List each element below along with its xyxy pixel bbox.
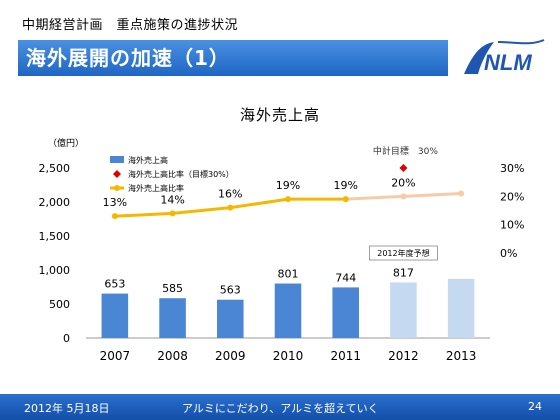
y-tick-label: 1,500 [39, 230, 71, 243]
y2-tick-label: 0% [500, 247, 517, 260]
bar-2011 [332, 287, 359, 338]
y-tick-label: 2,500 [39, 162, 71, 175]
ratio-value-label: 19% [333, 179, 357, 192]
page-title-banner: 海外展開の加速（1） [18, 40, 448, 76]
page-number: 24 [528, 400, 542, 413]
x-tick-label: 2011 [330, 349, 361, 363]
y-tick-label: 2,000 [39, 196, 71, 209]
bar-value-label: 817 [393, 266, 414, 279]
legend-swatch-target [113, 170, 121, 178]
x-tick-label: 2009 [215, 349, 246, 363]
bar-2009 [217, 299, 244, 338]
bar-value-label: 744 [335, 271, 356, 284]
bar-2008 [159, 298, 186, 338]
ratio-point-2013 [458, 190, 465, 197]
legend-label-bar: 海外売上高 [128, 155, 168, 165]
y-tick-label: 500 [49, 298, 70, 311]
bar-value-label: 653 [104, 278, 125, 291]
ratio-value-label: 19% [276, 179, 300, 192]
ratio-point-2007 [111, 213, 118, 220]
page-title: 海外展開の加速（1） [26, 46, 230, 70]
footer-slogan: アルミにこだわり、アルミを超えていく [182, 402, 379, 415]
bar-2007 [101, 293, 129, 338]
bar-2010 [274, 283, 302, 338]
footer-date: 2012年 5月18日 [24, 402, 110, 415]
ratio-point-2010 [285, 196, 291, 203]
target-annotation: 中計目標 30% [373, 145, 438, 157]
forecast-label-box [369, 245, 438, 261]
legend-swatch-bar [110, 156, 124, 163]
ratio-value-label: 20% [391, 176, 415, 189]
x-tick-label: 2008 [157, 349, 188, 363]
chart: （億円） 0 500 1,000 1,500 2,000 2,500 0% 10% 20% 30% 6… [39, 137, 525, 363]
forecast-label: 2012年度予想 [377, 248, 429, 258]
bar-value-label: 585 [162, 282, 183, 295]
bar-2013 [447, 278, 475, 338]
chart-title: 海外売上高 [239, 106, 320, 124]
ratio-point-2009 [227, 204, 234, 211]
y-axis-unit-label: （億円） [48, 137, 84, 149]
ratio-point-2008 [169, 210, 176, 217]
bar-2012 [390, 282, 417, 338]
ratio-point-2012 [400, 193, 407, 200]
logo-text: NLM [484, 50, 532, 75]
y-tick-label: 1,000 [39, 264, 71, 277]
legend-label-target: 海外売上高比率（目標30%） [128, 169, 234, 179]
ratio-value-label: 13% [103, 196, 127, 209]
target-marker [399, 164, 408, 172]
bar-value-label: 563 [220, 284, 241, 297]
ratio-point-2011 [342, 196, 349, 203]
y2-tick-label: 10% [500, 219, 524, 232]
page-subtitle: 中期経営計画 重点施策の進捗状況 [22, 18, 239, 33]
bar-value-label: 801 [278, 268, 299, 281]
x-tick-label: 2007 [100, 349, 131, 363]
footer-bar: 2012年 5月18日 アルミにこだわり、アルミを超えていく 24 [0, 394, 560, 420]
ratio-value-label: 16% [218, 188, 242, 201]
ratio-value-label: 14% [160, 193, 184, 206]
legend-label-ratio: 海外売上高比率 [128, 183, 184, 193]
x-tick-label: 2010 [273, 349, 304, 363]
x-tick-label: 2013 [446, 349, 477, 363]
y-tick-label: 0 [63, 332, 70, 345]
legend-swatch-ratio-dot [114, 185, 120, 191]
company-logo: NLM [464, 39, 545, 75]
y2-tick-label: 20% [500, 190, 524, 203]
y2-tick-label: 30% [500, 162, 524, 175]
x-tick-label: 2012 [388, 349, 419, 363]
